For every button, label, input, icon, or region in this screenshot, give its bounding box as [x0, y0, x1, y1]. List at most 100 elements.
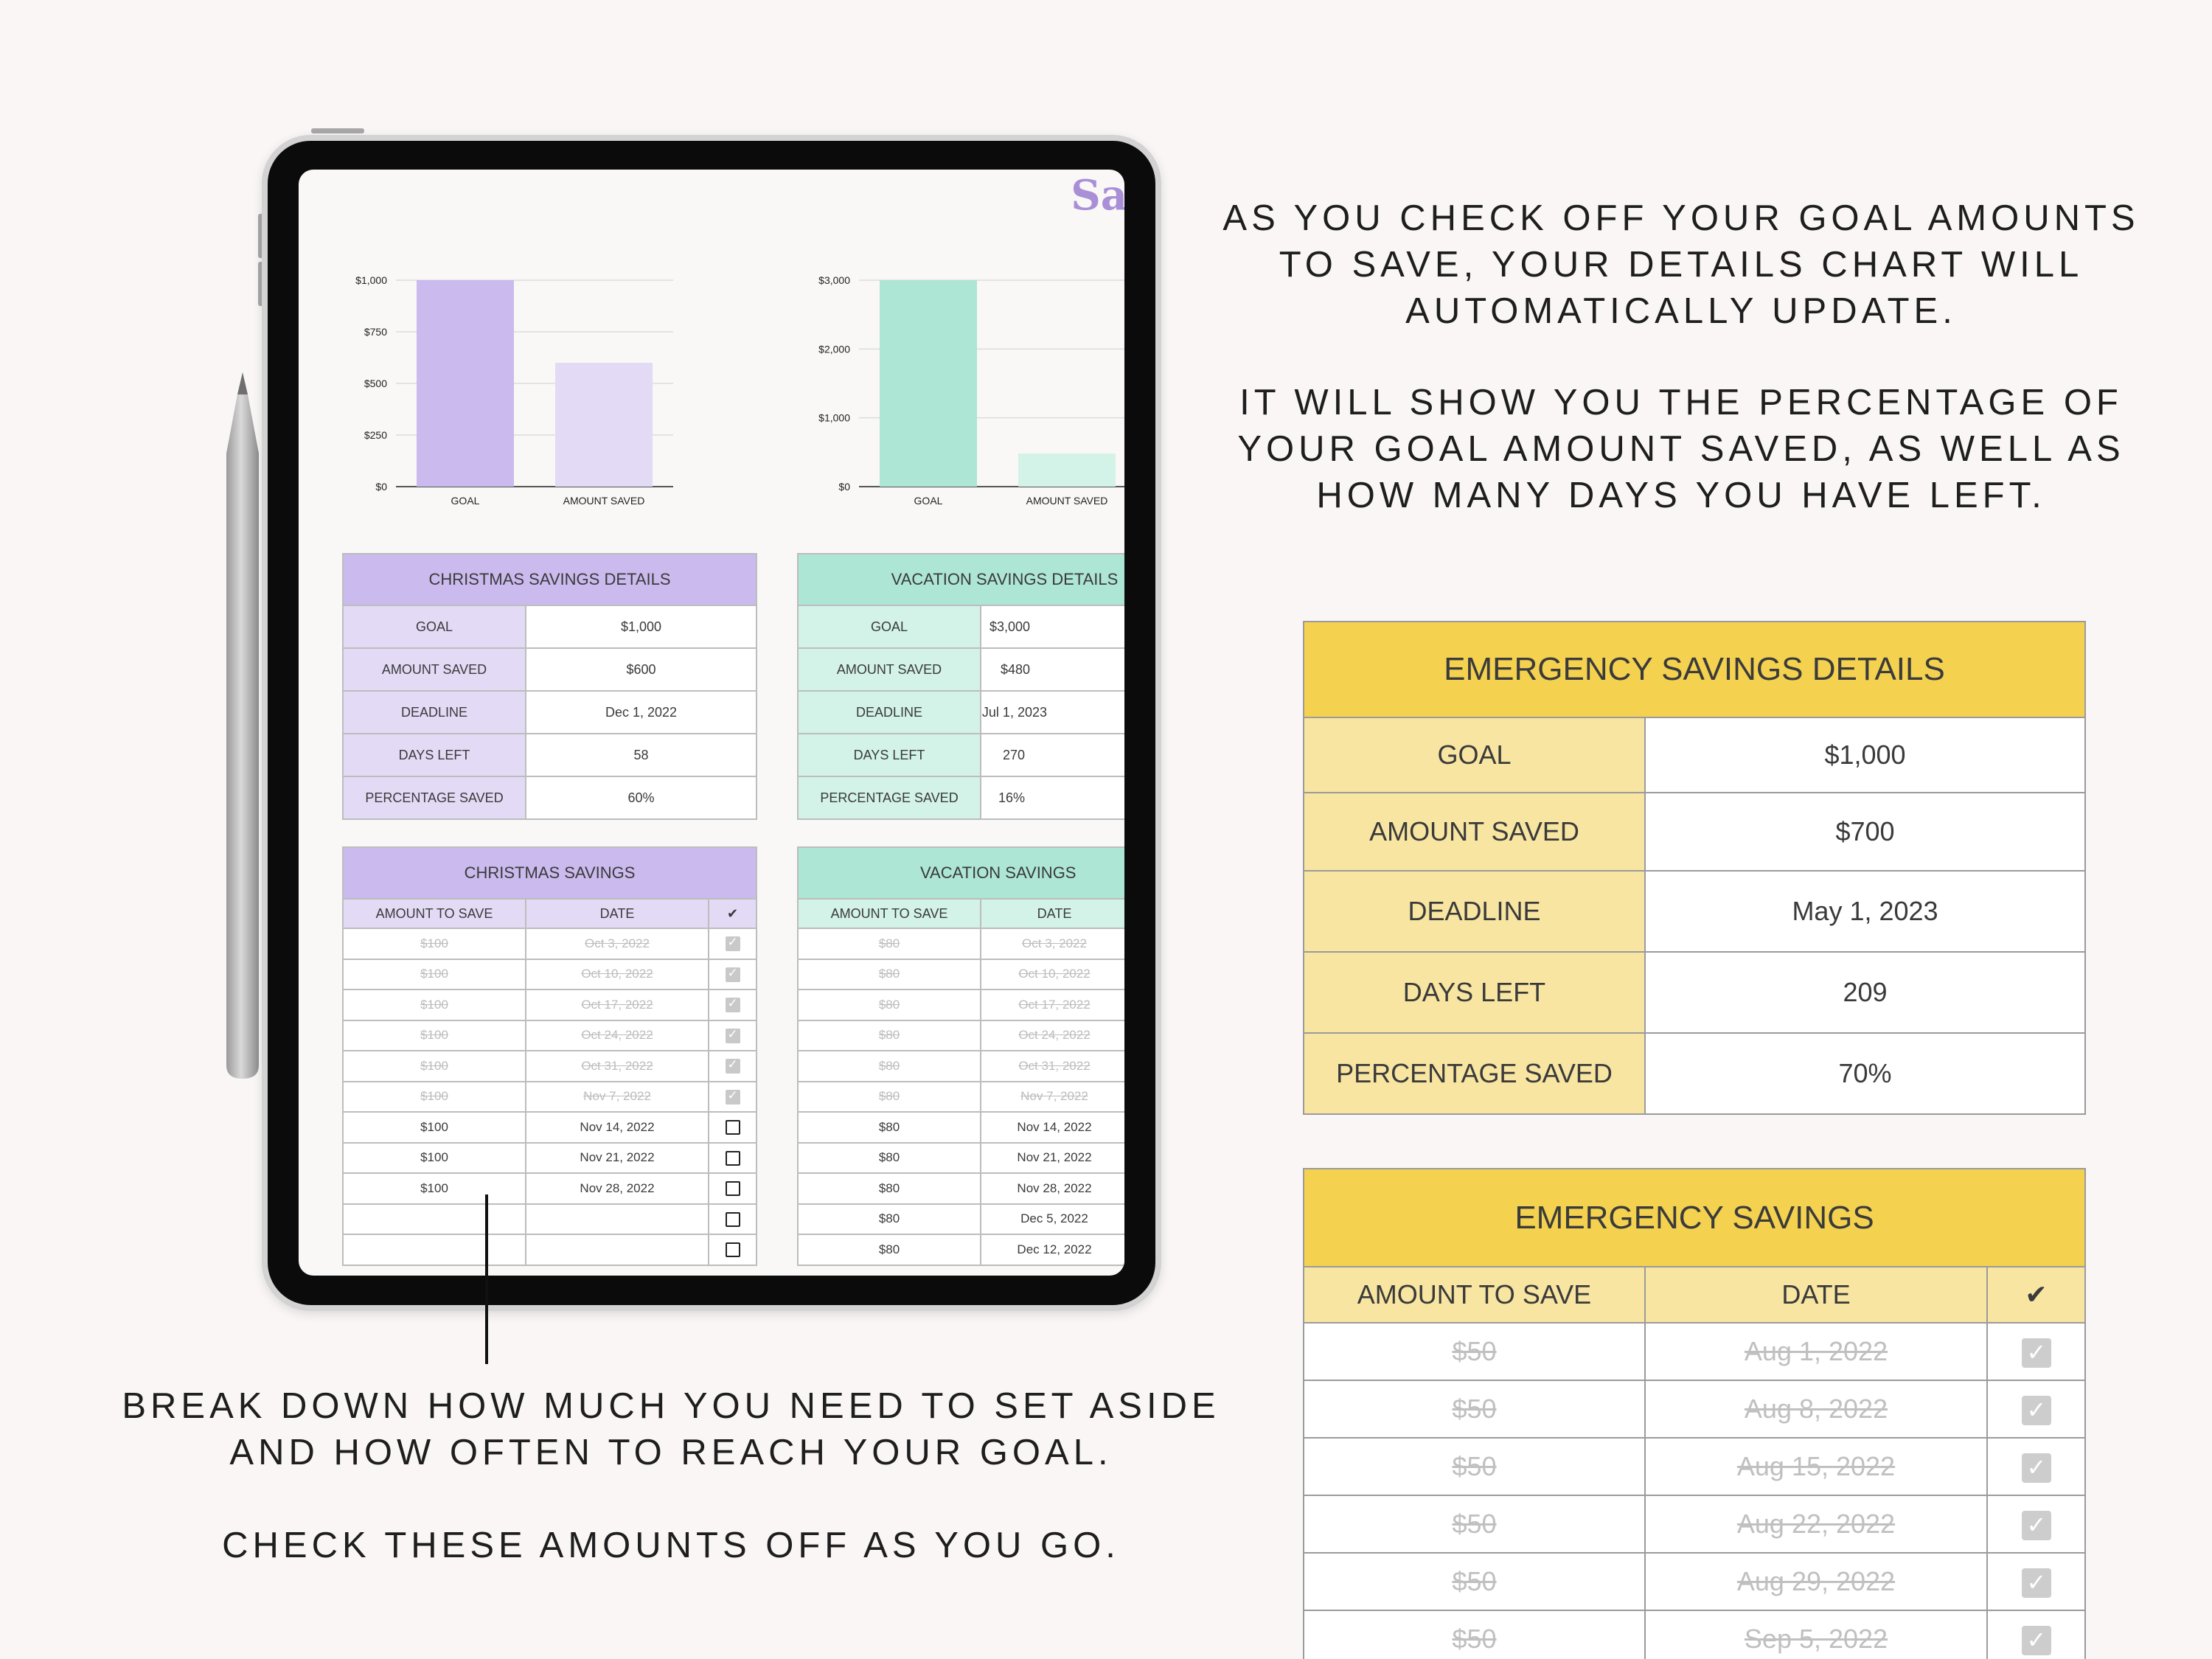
detail-value: 209: [1644, 951, 2086, 1034]
date-cell: Oct 10, 2022: [525, 958, 709, 990]
detail-value: $1,000: [525, 605, 757, 649]
detail-value: $1,000: [1644, 717, 2086, 793]
checkbox-cell: [708, 1019, 757, 1051]
checkbox-cell: [708, 989, 757, 1021]
table-row: $80 Nov 21, 2022: [797, 1141, 1124, 1174]
checked-checkbox[interactable]: [2021, 1568, 2051, 1598]
amount-cell: $100: [342, 958, 526, 990]
pointer-line: [485, 1194, 488, 1364]
table-row: $100 Oct 24, 2022: [342, 1019, 757, 1051]
x-tick-label: GOAL: [451, 495, 480, 507]
x-tick-label: AMOUNT SAVED: [563, 495, 645, 507]
column-header-check: ✔: [1986, 1266, 2086, 1324]
column-header-amount: AMOUNT TO SAVE: [797, 898, 981, 929]
emergency-savings-table: EMERGENCY SAVINGS AMOUNT TO SAVE DATE ✔ …: [1303, 1168, 2086, 1659]
table-row: $80 Dec 12, 2022: [797, 1234, 1124, 1266]
date-cell: Oct 17, 2022: [980, 989, 1124, 1021]
date-cell: Oct 3, 2022: [980, 928, 1124, 960]
detail-value: $480: [980, 647, 1124, 692]
y-tick-label: $250: [364, 429, 387, 441]
detail-label: DEADLINE: [797, 690, 981, 734]
checked-checkbox[interactable]: [2021, 1338, 2051, 1368]
detail-label: DAYS LEFT: [342, 733, 526, 777]
amount-cell: $80: [797, 1111, 981, 1144]
checked-checkbox[interactable]: [725, 935, 740, 951]
date-cell: Oct 31, 2022: [980, 1050, 1124, 1082]
amount-cell: $50: [1303, 1380, 1646, 1439]
detail-value: $700: [1644, 792, 2086, 872]
date-cell: Nov 21, 2022: [980, 1141, 1124, 1174]
table-row: $50 Aug 22, 2022: [1303, 1495, 2086, 1554]
table-row: $50 Aug 29, 2022: [1303, 1552, 2086, 1611]
detail-label: DEADLINE: [342, 690, 526, 734]
checked-checkbox[interactable]: [725, 1088, 740, 1105]
checked-checkbox[interactable]: [725, 996, 740, 1012]
vacation-savings-title: VACATION SAVINGS: [797, 846, 1124, 900]
empty-checkbox[interactable]: [725, 1242, 740, 1257]
vacation-savings-rows: $80 Oct 3, 2022 $80 Oct 10, 2022 $80 Oct 17, …: [797, 928, 1124, 1266]
empty-checkbox[interactable]: [725, 1211, 740, 1227]
date-cell: Sep 5, 2022: [1644, 1610, 1988, 1659]
checkbox-cell: [708, 1141, 757, 1174]
date-cell: Oct 31, 2022: [525, 1050, 709, 1082]
amount-cell: $100: [342, 1172, 526, 1205]
checkbox-cell: [708, 928, 757, 960]
checked-checkbox[interactable]: [2021, 1625, 2051, 1655]
christmas-details-title: CHRISTMAS SAVINGS DETAILS: [342, 553, 757, 606]
amount-cell: $80: [797, 1019, 981, 1051]
empty-checkbox[interactable]: [725, 1181, 740, 1196]
y-tick-label: $750: [364, 326, 387, 338]
emergency-details-title: EMERGENCY SAVINGS DETAILS: [1303, 621, 2086, 718]
checkbox-cell: [708, 1080, 757, 1113]
detail-label: AMOUNT SAVED: [797, 647, 981, 692]
table-row: $80 Nov 14, 2022: [797, 1111, 1124, 1144]
date-cell: Nov 14, 2022: [980, 1111, 1124, 1144]
tablet-volume-down-button: [258, 262, 264, 306]
amount-cell: $100: [342, 1080, 526, 1113]
amount-cell: $100: [342, 989, 526, 1021]
table-row: $100 Oct 10, 2022: [342, 958, 757, 990]
checkbox-cell: [1986, 1322, 2086, 1381]
emergency-details-table: EMERGENCY SAVINGS DETAILS GOAL $1,000 AMO…: [1303, 621, 2086, 1115]
detail-label: AMOUNT SAVED: [342, 647, 526, 692]
table-row: $80 Oct 24, 2022: [797, 1019, 1124, 1051]
amount-cell: $100: [342, 928, 526, 960]
bar: [555, 363, 653, 487]
table-row: $100 Nov 14, 2022: [342, 1111, 757, 1144]
amount-cell: $50: [1303, 1610, 1646, 1659]
empty-checkbox[interactable]: [725, 1120, 740, 1135]
detail-label: AMOUNT SAVED: [1303, 792, 1646, 872]
date-cell: Aug 15, 2022: [1644, 1437, 1988, 1496]
emergency-savings-title: EMERGENCY SAVINGS: [1303, 1168, 2086, 1267]
bar: [880, 280, 977, 487]
detail-value: Jul 1, 2023: [980, 690, 1124, 734]
checked-checkbox[interactable]: [2021, 1510, 2051, 1540]
amount-cell: $80: [797, 928, 981, 960]
y-tick-label: $2,000: [818, 343, 850, 355]
column-header-date: DATE: [1644, 1266, 1988, 1324]
empty-checkbox[interactable]: [725, 1150, 740, 1166]
table-row: $80 Oct 31, 2022: [797, 1050, 1124, 1082]
date-cell: Oct 3, 2022: [525, 928, 709, 960]
checked-checkbox[interactable]: [725, 966, 740, 982]
vacation-details-table: VACATION SAVINGS DETAILS GOAL $3,000 AMOU…: [797, 553, 1124, 820]
date-cell: Oct 24, 2022: [980, 1019, 1124, 1051]
amount-cell: $80: [797, 1203, 981, 1235]
checked-checkbox[interactable]: [2021, 1395, 2051, 1425]
checked-checkbox[interactable]: [725, 1027, 740, 1043]
checked-checkbox[interactable]: [725, 1057, 740, 1074]
checked-checkbox[interactable]: [2021, 1453, 2051, 1483]
table-row: $100 Nov 7, 2022: [342, 1080, 757, 1113]
amount-cell: [342, 1234, 526, 1266]
checkbox-cell: [1986, 1552, 2086, 1611]
detail-value: 270: [980, 733, 1124, 777]
checkbox-cell: [708, 1234, 757, 1266]
detail-label: GOAL: [342, 605, 526, 649]
detail-label: DAYS LEFT: [1303, 951, 1646, 1034]
vacation-chart: $0 $1,000 $2,000 $3,000 GOAL AMOUNT SAVED: [807, 273, 1124, 520]
detail-value: $600: [525, 647, 757, 692]
date-cell: Aug 22, 2022: [1644, 1495, 1988, 1554]
date-cell: Dec 5, 2022: [980, 1203, 1124, 1235]
amount-cell: $80: [797, 1050, 981, 1082]
date-cell: Aug 1, 2022: [1644, 1322, 1988, 1381]
